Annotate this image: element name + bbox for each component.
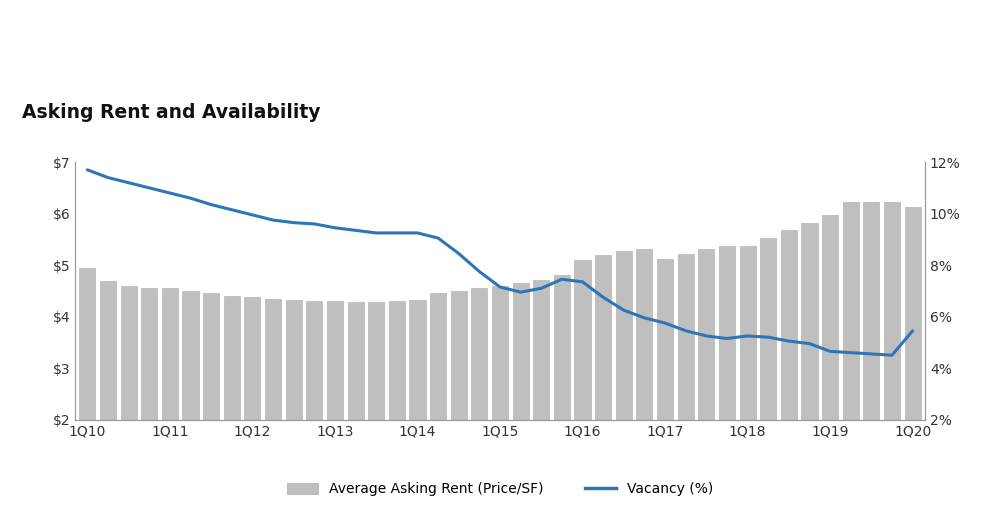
Bar: [100, 281, 116, 518]
Legend: Average Asking Rent (Price/SF), Vacancy (%): Average Asking Rent (Price/SF), Vacancy …: [282, 477, 718, 502]
Bar: [409, 300, 426, 518]
Bar: [905, 207, 921, 518]
Bar: [348, 302, 364, 518]
Bar: [554, 276, 570, 518]
Bar: [513, 283, 529, 518]
Bar: [471, 289, 487, 518]
Bar: [327, 301, 343, 518]
Bar: [306, 301, 322, 518]
Bar: [616, 251, 632, 518]
Bar: [286, 300, 302, 518]
Text: MARKET ANALYSIS: MARKET ANALYSIS: [22, 26, 356, 57]
Bar: [203, 293, 219, 518]
Bar: [265, 298, 281, 518]
Bar: [574, 260, 591, 518]
Bar: [182, 291, 199, 518]
Bar: [801, 223, 818, 518]
Bar: [863, 203, 879, 518]
Bar: [121, 286, 137, 518]
Bar: [719, 246, 735, 518]
Bar: [595, 255, 611, 518]
Bar: [141, 289, 157, 518]
Bar: [224, 296, 240, 518]
Bar: [244, 297, 260, 518]
Bar: [162, 289, 178, 518]
Bar: [533, 280, 549, 518]
Bar: [636, 249, 652, 518]
Bar: [389, 301, 405, 518]
Bar: [79, 268, 95, 518]
Bar: [430, 293, 446, 518]
Bar: [760, 238, 776, 518]
Bar: [822, 214, 838, 518]
Bar: [781, 230, 797, 518]
Bar: [368, 302, 384, 518]
Text: Asking Rent and Availability: Asking Rent and Availability: [22, 104, 320, 122]
Bar: [884, 203, 900, 518]
Bar: [698, 249, 714, 518]
Bar: [657, 259, 673, 518]
Bar: [740, 246, 756, 518]
Bar: [492, 286, 508, 518]
Bar: [678, 254, 694, 518]
Bar: [451, 291, 467, 518]
Bar: [843, 203, 859, 518]
